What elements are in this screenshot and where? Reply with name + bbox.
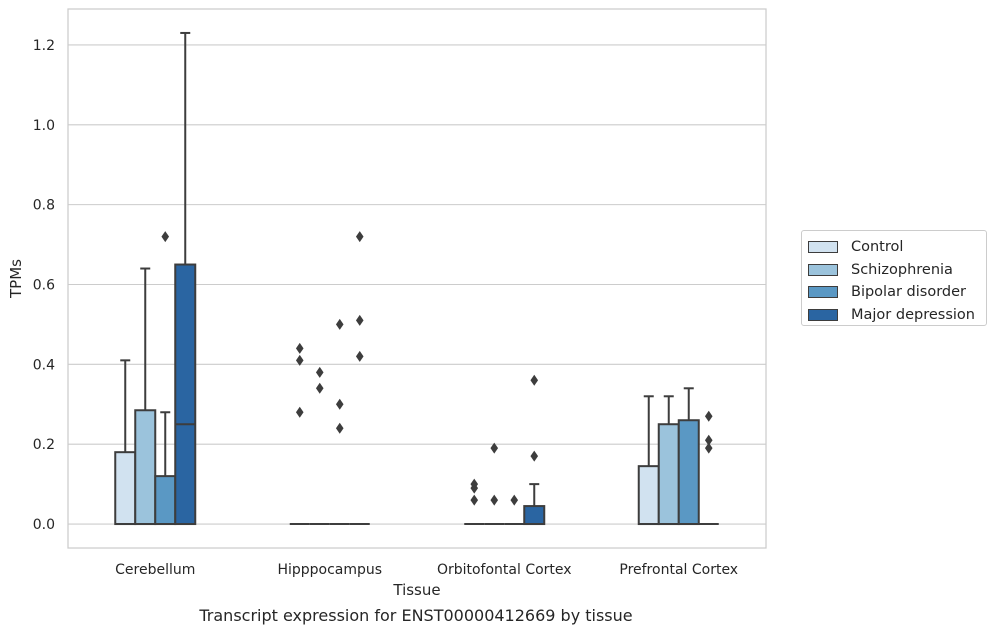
box <box>174 263 197 526</box>
legend-label: Major depression <box>851 306 975 323</box>
outlier-point <box>315 366 324 378</box>
outlier-point <box>295 354 304 366</box>
legend-swatch <box>808 241 838 254</box>
y-axis-label: TPMs <box>7 259 25 299</box>
outlier-point <box>490 494 499 506</box>
outlier-point <box>530 450 539 462</box>
outlier-point <box>355 314 364 326</box>
outlier-point <box>510 494 519 506</box>
y-axis-ticks: 0.0 0.2 0.4 0.6 0.8 1.0 1.2 <box>33 38 55 533</box>
box <box>637 465 660 526</box>
legend-item: Bipolar disorder <box>808 281 986 304</box>
x-tick-label: Orbitofontal Cortex <box>437 562 572 578</box>
outlier-point <box>335 398 344 410</box>
legend-swatch <box>808 263 838 276</box>
box <box>657 423 680 526</box>
outlier-point <box>315 382 324 394</box>
box <box>523 505 546 526</box>
y-tick-label: 0.8 <box>33 198 55 214</box>
legend-label: Control <box>851 239 904 256</box>
outlier-point <box>355 350 364 362</box>
outlier-point <box>704 434 713 446</box>
legend: Control Schizophrenia Bipolar disorder M… <box>801 230 987 326</box>
outlier-point <box>530 374 539 386</box>
figure-caption: Transcript expression for ENST0000041266… <box>199 606 633 625</box>
y-tick-label: 0.6 <box>33 277 55 293</box>
x-tick-label: Hipppocampus <box>277 562 382 578</box>
y-tick-label: 1.0 <box>33 118 55 134</box>
outlier-point <box>335 318 344 330</box>
plot-area-frame <box>67 8 767 549</box>
outlier-point <box>295 406 304 418</box>
legend-swatch <box>808 308 838 321</box>
legend-label: Schizophrenia <box>851 261 953 278</box>
y-tick-label: 0.0 <box>33 517 55 533</box>
legend-label: Bipolar disorder <box>851 284 966 301</box>
x-axis-ticks: Cerebellum Hipppocampus Orbitofontal Corte… <box>115 562 738 578</box>
outlier-point <box>295 342 304 354</box>
outlier-point <box>490 442 499 454</box>
legend-item: Major depression <box>808 304 986 327</box>
box <box>114 451 137 526</box>
x-tick-label: Cerebellum <box>115 562 195 578</box>
legend-swatch <box>808 286 838 299</box>
y-tick-label: 1.2 <box>33 38 55 54</box>
box <box>677 419 700 526</box>
outlier-point <box>704 410 713 422</box>
outlier-point <box>335 422 344 434</box>
outlier-point <box>470 494 479 506</box>
box <box>134 409 157 526</box>
y-tick-label: 0.2 <box>33 437 55 453</box>
outlier-point <box>355 231 364 243</box>
outlier-point <box>704 442 713 454</box>
x-axis-label: Tissue <box>392 581 440 599</box>
outlier-point <box>470 478 479 490</box>
box <box>154 475 177 526</box>
outlier-point <box>161 231 170 243</box>
box-groups <box>114 31 719 526</box>
legend-item: Schizophrenia <box>808 259 986 282</box>
legend-item: Control <box>808 236 986 259</box>
y-tick-label: 0.4 <box>33 357 55 373</box>
x-tick-label: Prefrontal Cortex <box>619 562 738 578</box>
